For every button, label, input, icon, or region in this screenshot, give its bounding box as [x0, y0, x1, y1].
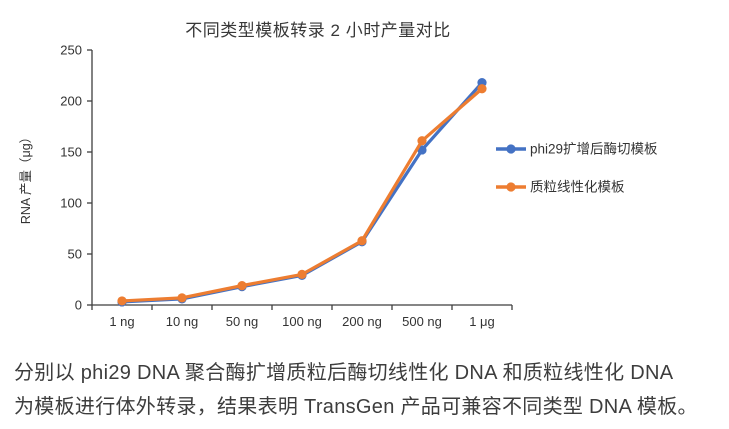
- legend-marker: [506, 144, 516, 154]
- legend-marker: [506, 182, 516, 192]
- y-tick-label: 200: [60, 94, 82, 109]
- series-line-1: [120, 87, 484, 303]
- x-tick-label: 10 ng: [166, 314, 199, 329]
- y-tick-label: 150: [60, 145, 82, 160]
- y-tick-label: 100: [60, 196, 82, 211]
- x-tick-label: 100 ng: [282, 314, 322, 329]
- x-tick-label: 500 ng: [402, 314, 442, 329]
- y-tick-label: 0: [75, 298, 82, 313]
- x-tick-label: 1 μg: [469, 314, 495, 329]
- caption-line-1: 分别以 phi29 DNA 聚合酶扩增质粒后酶切线性化 DNA 和质粒线性化 D…: [14, 362, 674, 384]
- y-axis-title: RNA 产量（μg）: [19, 131, 33, 224]
- data-point: [297, 269, 307, 279]
- data-point: [237, 281, 247, 291]
- data-point: [417, 136, 427, 146]
- x-tick-label: 200 ng: [342, 314, 382, 329]
- x-tick-label: 1 ng: [109, 314, 134, 329]
- y-tick-label: 250: [60, 43, 82, 58]
- data-point: [177, 293, 187, 303]
- line-chart: 0 50 100 150 200 250 1 ng 10 ng 50 ng 100 ng 200 n…: [19, 43, 658, 330]
- y-tick-label: 50: [68, 247, 82, 262]
- caption: 分别以 phi29 DNA 聚合酶扩增质粒后酶切线性化 DNA 和质粒线性化 D…: [14, 356, 719, 424]
- x-tick-label: 50 ng: [226, 314, 259, 329]
- data-point: [477, 84, 487, 94]
- data-point: [357, 236, 367, 246]
- chart-title: 不同类型模板转录 2 小时产量对比: [185, 21, 451, 40]
- data-point: [117, 296, 127, 306]
- caption-line-2: 为模板进行体外转录，结果表明 TransGen 产品可兼容不同类型 DNA 模板…: [14, 396, 698, 418]
- series-line-0: [120, 81, 484, 304]
- legend-label: phi29扩增后酶切模板: [530, 142, 658, 157]
- legend-label: 质粒线性化模板: [530, 180, 625, 195]
